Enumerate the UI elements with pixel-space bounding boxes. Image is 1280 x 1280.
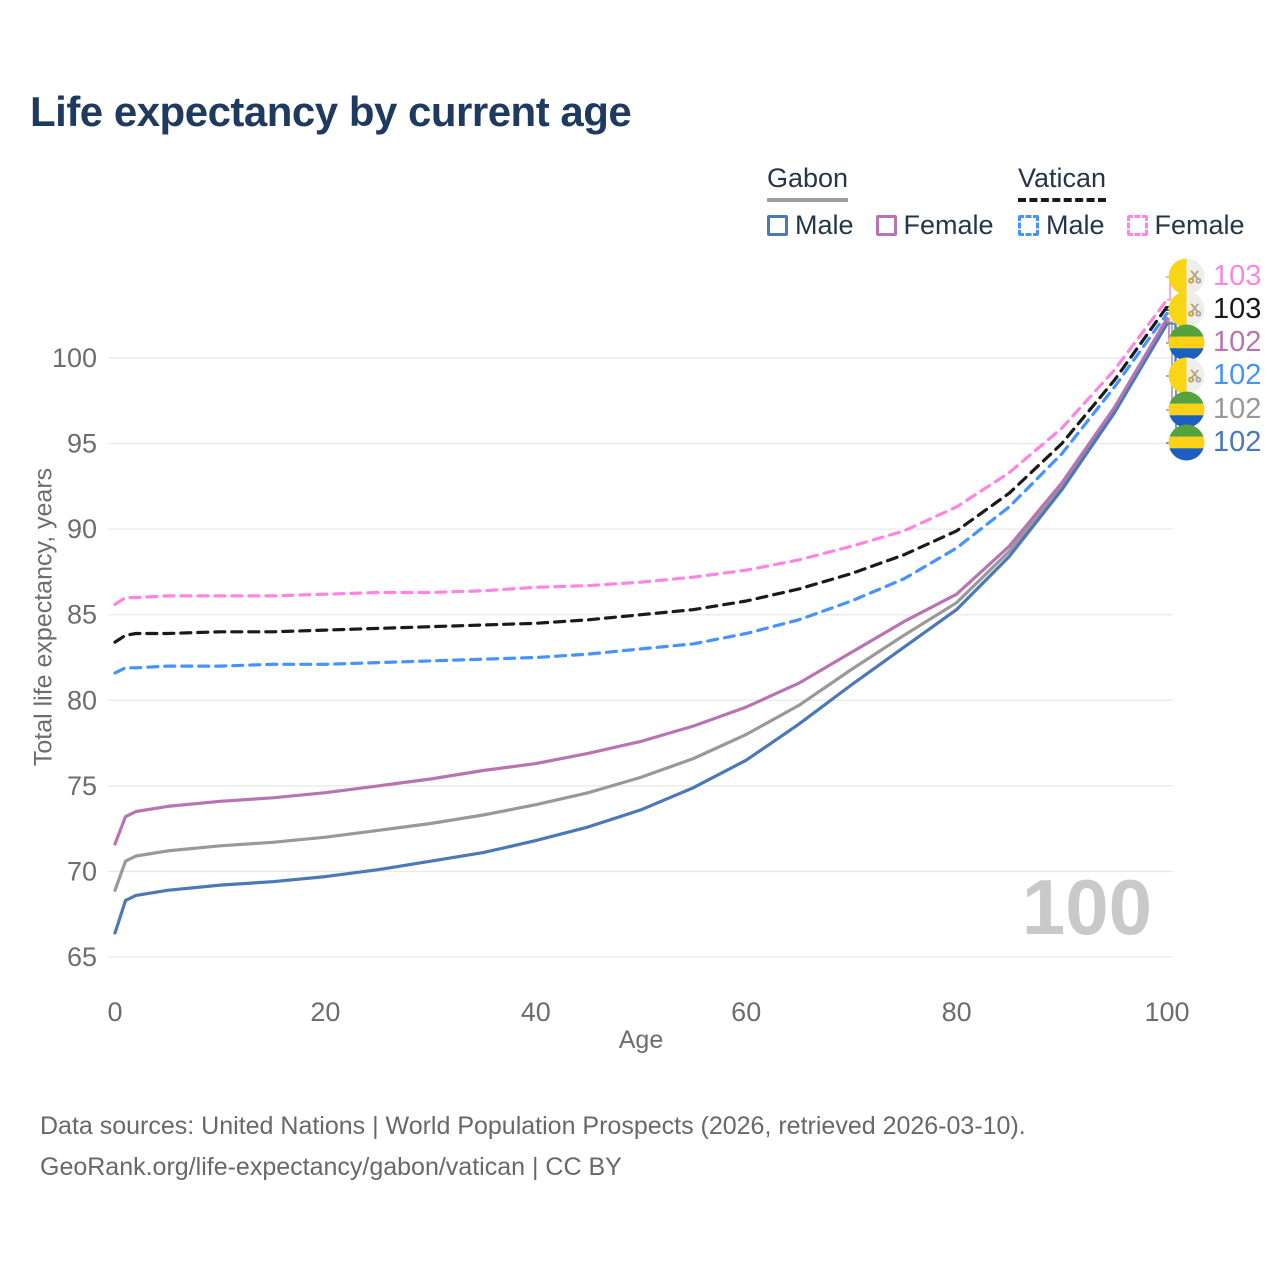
gabon-flag-icon xyxy=(1168,324,1205,361)
vatican-male-swatch xyxy=(1018,215,1039,236)
end-label-value: 102 xyxy=(1213,359,1262,391)
end-label-gabon-male: 102 xyxy=(1168,424,1261,461)
y-tick-label-100: 100 xyxy=(52,343,97,373)
series-line-gabon-male[interactable] xyxy=(113,322,1169,935)
x-tick-label-20: 20 xyxy=(310,997,340,1027)
y-tick-label-80: 80 xyxy=(67,685,97,715)
series-line-vatican-male[interactable] xyxy=(113,311,1169,675)
page-title: Life expectancy by current age xyxy=(30,88,632,135)
gabon-female-swatch xyxy=(875,215,897,236)
legend-country-gabon[interactable]: Gabon xyxy=(767,163,849,202)
leader-line-vatican-female xyxy=(1166,276,1171,301)
legend-group-vatican: Vatican Male Female xyxy=(1018,163,1245,241)
legend-item-gabon-female[interactable]: Female xyxy=(875,210,994,241)
end-label-value: 102 xyxy=(1213,326,1262,358)
legend-item-label: Male xyxy=(1046,210,1105,240)
end-label-value: 102 xyxy=(1213,426,1262,458)
y-tick-label-70: 70 xyxy=(67,856,97,886)
x-axis-title: Age xyxy=(618,1026,664,1054)
series-line-vatican-both-sexes[interactable] xyxy=(113,305,1169,644)
gabon-flag-icon xyxy=(1168,424,1205,461)
legend-item-vatican-male[interactable]: Male xyxy=(1018,210,1105,241)
footer-attribution: GeoRank.org/life-expectancy/gabon/vatica… xyxy=(40,1153,622,1181)
series-line-gabon-female[interactable] xyxy=(113,317,1169,846)
legend-item-vatican-female[interactable]: Female xyxy=(1126,210,1245,241)
y-tick-label-75: 75 xyxy=(67,771,97,801)
x-tick-label-0: 0 xyxy=(107,997,122,1027)
y-tick-label-90: 90 xyxy=(67,514,97,544)
y-tick-label-95: 95 xyxy=(67,429,97,459)
footer-data-sources: Data sources: United Nations | World Pop… xyxy=(40,1112,1026,1140)
end-label-value: 102 xyxy=(1213,393,1262,425)
x-tick-label-80: 80 xyxy=(942,997,972,1027)
legend-row-gabon: Male Female xyxy=(767,210,994,241)
series-line-vatican-female[interactable] xyxy=(113,298,1169,606)
legend-item-gabon-male[interactable]: Male xyxy=(767,210,854,241)
vatican-flag-icon xyxy=(1168,357,1205,394)
gabon-male-swatch xyxy=(767,215,788,236)
legend-row-vatican: Male Female xyxy=(1018,210,1245,241)
legend-item-label: Female xyxy=(903,210,994,240)
y-axis-title: Total life expectancy, years xyxy=(29,467,58,767)
end-label-value: 103 xyxy=(1213,260,1262,292)
vatican-flag-icon xyxy=(1168,291,1205,328)
footer: Data sources: United Nations | World Pop… xyxy=(40,1106,1026,1188)
legend-group-gabon: Gabon Male Female xyxy=(767,163,994,241)
end-label-vatican-both-sexes: 103 xyxy=(1168,291,1261,328)
x-tick-label-100: 100 xyxy=(1144,997,1189,1027)
end-label-value: 103 xyxy=(1213,293,1262,325)
leader-line-gabon-female xyxy=(1166,317,1170,344)
vatican-flag-icon xyxy=(1168,258,1205,295)
watermark-age-100: 100 xyxy=(1021,863,1152,951)
x-tick-label-60: 60 xyxy=(731,997,761,1027)
y-tick-label-85: 85 xyxy=(67,600,97,630)
legend-item-label: Male xyxy=(795,210,854,240)
end-label-gabon-both-sexes: 102 xyxy=(1168,391,1261,428)
end-label-vatican-male: 102 xyxy=(1168,357,1261,394)
x-tick-label-40: 40 xyxy=(521,997,551,1027)
vatican-female-swatch xyxy=(1126,215,1148,236)
end-label-vatican-female: 103 xyxy=(1168,258,1261,295)
end-label-gabon-female: 102 xyxy=(1168,324,1261,361)
legend-country-vatican[interactable]: Vatican xyxy=(1018,163,1107,202)
series-line-gabon-both-sexes[interactable] xyxy=(113,320,1169,892)
y-tick-label-65: 65 xyxy=(67,942,97,972)
gabon-flag-icon xyxy=(1168,391,1205,428)
legend-item-label: Female xyxy=(1154,210,1245,240)
